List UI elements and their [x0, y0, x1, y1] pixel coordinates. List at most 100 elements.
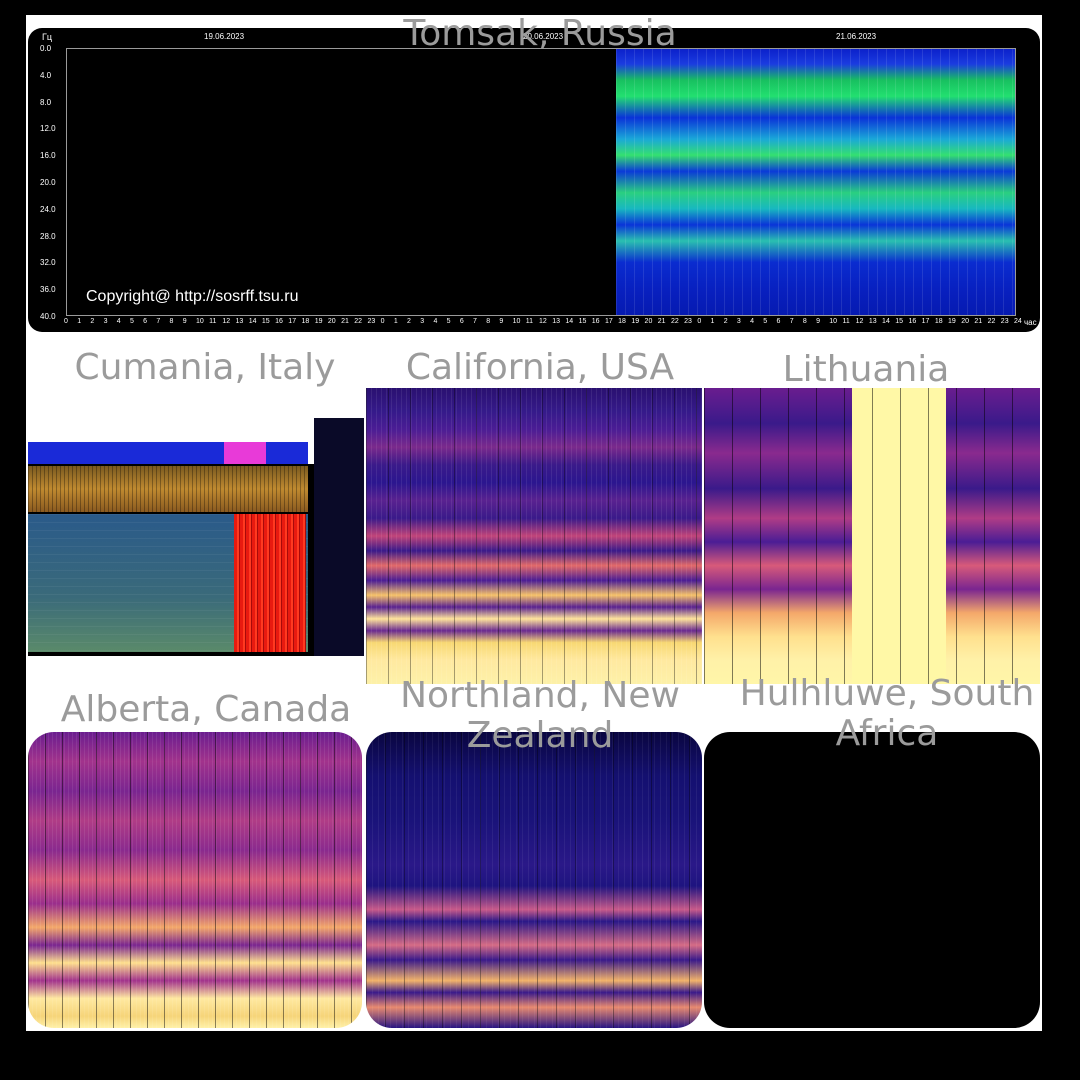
tomsk-x-tick: 10	[195, 318, 204, 325]
tomsk-empty-area	[66, 48, 644, 316]
tomsk-x-tick: 18	[618, 318, 626, 325]
cumania-scale	[314, 418, 364, 656]
tomsk-x-tick: 7	[156, 318, 161, 325]
tomsk-x-tick: 14	[882, 318, 890, 325]
tomsk-x-tick: 15	[261, 318, 270, 325]
tomsk-signal-area	[616, 48, 1016, 316]
lithuania-title: Lithuania	[782, 349, 950, 390]
tomsk-x-tick: 17	[288, 318, 297, 325]
tomsk-x-tick: 19	[948, 318, 956, 325]
tomsk-axis-frame	[66, 48, 1016, 316]
tomsk-x-tick: 2	[90, 318, 95, 325]
tomsk-x-tick: 1	[77, 318, 82, 325]
tomsk-x-tick: 8	[169, 318, 174, 325]
tomsk-x-tick: 18	[934, 318, 943, 325]
tomsk-x-tick: 9	[816, 318, 820, 325]
tomsk-x-tick: 13	[552, 318, 560, 325]
tomsk-x-tick: 21	[657, 318, 666, 325]
tomsk-x-tick: 23	[367, 318, 376, 325]
tomsk-x-tick: 15	[895, 318, 904, 325]
tomsk-x-tick: 21	[341, 318, 349, 325]
tomsk-x-tick: 22	[670, 318, 679, 325]
tomsk-y-tick: 40.0	[40, 312, 56, 321]
tomsk-x-tick: 12	[539, 318, 547, 325]
tomsk-x-tick: 22	[987, 318, 996, 325]
hulhluwe-panel	[704, 732, 1040, 1028]
tomsk-x-tick: 13	[235, 318, 244, 325]
tomsk-x-tick: 3	[420, 318, 425, 325]
tomsk-x-tick: 1	[710, 318, 715, 325]
tomsk-x-tick: 3	[103, 318, 108, 325]
tomsk-x-tick: 10	[829, 318, 838, 325]
tomsk-x-tick: 10	[512, 318, 521, 325]
cumania-band-a	[28, 442, 308, 464]
tomsk-x-tick: 17	[921, 318, 930, 325]
tomsk-y-tick: 32.0	[40, 258, 56, 268]
tomsk-x-tick: 16	[591, 318, 600, 325]
tomsk-x-tick: 15	[578, 318, 587, 325]
tomsk-x-tick: 4	[750, 318, 755, 325]
tomsk-x-tick: 7	[789, 318, 794, 325]
tomsk-x-tick: 24	[1014, 318, 1022, 325]
tomsk-x-tick: 20	[644, 318, 653, 325]
tomsk-date-2: 20.06.2023	[523, 32, 564, 41]
tomsk-x-tick: 19	[314, 318, 323, 325]
tomsk-spectrogram: 0.0 4.0 8.0 12.0 16.0 20.0 24.0 28.0 32.0 36.0 40.…	[28, 28, 1040, 332]
tomsk-x-tick: 6	[459, 318, 464, 325]
tomsk-x-tick: 23	[1000, 318, 1009, 325]
cumania-title: Cumania, Italy	[74, 347, 336, 388]
tomsk-x-tick: 9	[182, 318, 187, 325]
tomsk-x-tick: 11	[209, 318, 217, 325]
tomsk-x-tick: 4	[433, 318, 438, 325]
tomsk-y-tick: 24.0	[40, 204, 56, 214]
cumania-spectrogram	[28, 418, 364, 656]
tomsk-x-tick: 0	[697, 318, 702, 325]
tomsk-y-tick: 12.0	[40, 124, 56, 134]
tomsk-y-tick: 4.0	[40, 70, 52, 80]
tomsk-x-tick: 2	[407, 318, 411, 325]
tomsk-x-tick: 21	[974, 318, 983, 325]
tomsk-x-tick: 17	[604, 318, 613, 325]
tomsk-x-tick: 22	[354, 318, 363, 325]
tomsk-x-unit: час	[1024, 318, 1037, 327]
tomsk-x-tick: 9	[499, 318, 504, 325]
tomsk-x-tick: 20	[327, 318, 336, 325]
tomsk-x-tick: 5	[763, 318, 768, 325]
tomsk-x-tick: 3	[736, 318, 741, 325]
tomsk-y-tick: 20.0	[40, 178, 56, 187]
tomsk-x-tick: 1	[393, 318, 398, 325]
tomsk-x-tick: 16	[275, 318, 283, 325]
tomsk-x-tick: 23	[684, 318, 692, 325]
tomsk-x-tick: 16	[908, 318, 917, 325]
cumania-red-burst	[234, 514, 306, 652]
tomsk-date-3: 21.06.2023	[836, 32, 877, 41]
alberta-spectrogram	[28, 732, 362, 1028]
hulhluwe-title: Hulhluwe, South Africa	[739, 673, 1035, 754]
tomsk-x-tick: 13	[868, 318, 877, 325]
tomsk-x-tick: 8	[486, 318, 491, 325]
tomsk-x-tick: 19	[631, 318, 640, 325]
tomsk-x-tick: 7	[473, 318, 477, 325]
tomsk-date-1: 19.06.2023	[204, 32, 245, 41]
tomsk-x-tick: 0	[380, 318, 385, 325]
tomsk-x-tick: 6	[143, 318, 148, 325]
tomsk-title: Tomsak, Russia	[403, 13, 677, 54]
tomsk-y-tick: 0.0	[40, 44, 52, 53]
tomsk-x-tick: 8	[802, 318, 807, 325]
tomsk-x-tick: 0	[64, 318, 68, 325]
tomsk-x-tick: 11	[842, 318, 850, 325]
tomsk-x-tick: 20	[961, 318, 970, 325]
tomsk-x-tick: 6	[776, 318, 781, 325]
tomsk-x-tick: 12	[855, 318, 864, 325]
tomsk-y-tick: 16.0	[40, 151, 56, 161]
california-spectrogram	[366, 388, 702, 684]
tomsk-x-tick: 2	[723, 318, 728, 325]
tomsk-y-tick: 8.0	[40, 97, 52, 107]
northland-spectrogram	[366, 732, 702, 1028]
california-title: California, USA	[405, 347, 675, 388]
tomsk-x-tick: 14	[248, 318, 257, 325]
tomsk-y-tick: 28.0	[40, 231, 56, 241]
tomsk-x-tick: 12	[222, 318, 231, 325]
tomsk-unit-label: Гц	[42, 32, 53, 42]
cumania-band-b	[28, 466, 308, 512]
